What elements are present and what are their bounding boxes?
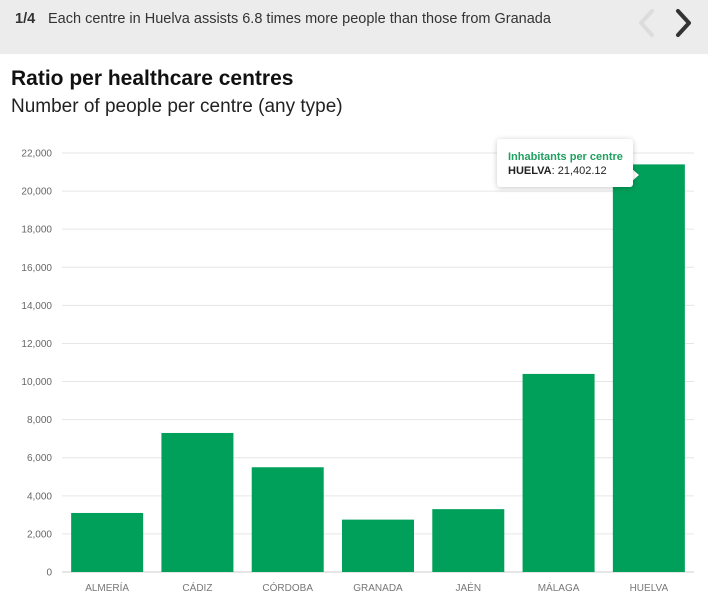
bar xyxy=(71,512,144,572)
story-navigation-bar: 1/4 Each centre in Huelva assists 6.8 ti… xyxy=(0,0,708,54)
bar xyxy=(251,467,324,572)
bar xyxy=(342,519,414,572)
y-tick-label: 14,000 xyxy=(21,301,52,312)
y-tick-label: 18,000 xyxy=(21,225,52,236)
x-tick-label: GRANADA xyxy=(353,583,403,594)
next-button[interactable] xyxy=(670,6,696,40)
bar xyxy=(522,373,595,572)
tooltip: Inhabitants per centre HUELVA: 21,402.12 xyxy=(497,139,633,187)
y-tick-label: 6,000 xyxy=(27,453,52,464)
x-tick-label: JAÉN xyxy=(456,581,482,594)
bar xyxy=(612,164,685,572)
x-tick-label: CÁDIZ xyxy=(182,581,212,594)
y-tick-label: 16,000 xyxy=(21,263,52,274)
x-tick-label: CÓRDOBA xyxy=(262,581,313,594)
bar xyxy=(432,509,505,572)
y-tick-label: 12,000 xyxy=(21,339,52,350)
y-tick-label: 22,000 xyxy=(21,149,52,160)
y-tick-label: 20,000 xyxy=(21,187,52,198)
chart-subtitle: Number of people per centre (any type) xyxy=(11,96,343,117)
tooltip-value: 21,402.12 xyxy=(557,165,607,177)
chevron-left-icon xyxy=(639,9,654,37)
x-tick-label: HUELVA xyxy=(630,583,669,594)
tooltip-title: Inhabitants per centre xyxy=(508,151,623,163)
previous-button[interactable] xyxy=(634,6,660,40)
tooltip-separator: : xyxy=(551,165,558,177)
tooltip-row: HUELVA: 21,402.12 xyxy=(508,164,633,179)
bar xyxy=(161,432,234,572)
x-tick-label: ALMERÍA xyxy=(85,581,129,594)
x-tick-label: MÁLAGA xyxy=(538,581,580,594)
y-tick-label: 8,000 xyxy=(27,415,52,426)
y-tick-label: 10,000 xyxy=(21,377,52,388)
tooltip-arrow xyxy=(631,168,639,182)
y-tick-label: 4,000 xyxy=(27,491,52,502)
step-indicator: 1/4 xyxy=(15,11,36,27)
step-headline: Each centre in Huelva assists 6.8 times … xyxy=(48,11,551,27)
chevron-right-icon xyxy=(676,9,691,37)
y-tick-label: 2,000 xyxy=(27,529,52,540)
tooltip-label: HUELVA xyxy=(508,165,552,177)
y-tick-label: 0 xyxy=(46,568,52,579)
chart-title: Ratio per healthcare centres xyxy=(11,67,294,90)
